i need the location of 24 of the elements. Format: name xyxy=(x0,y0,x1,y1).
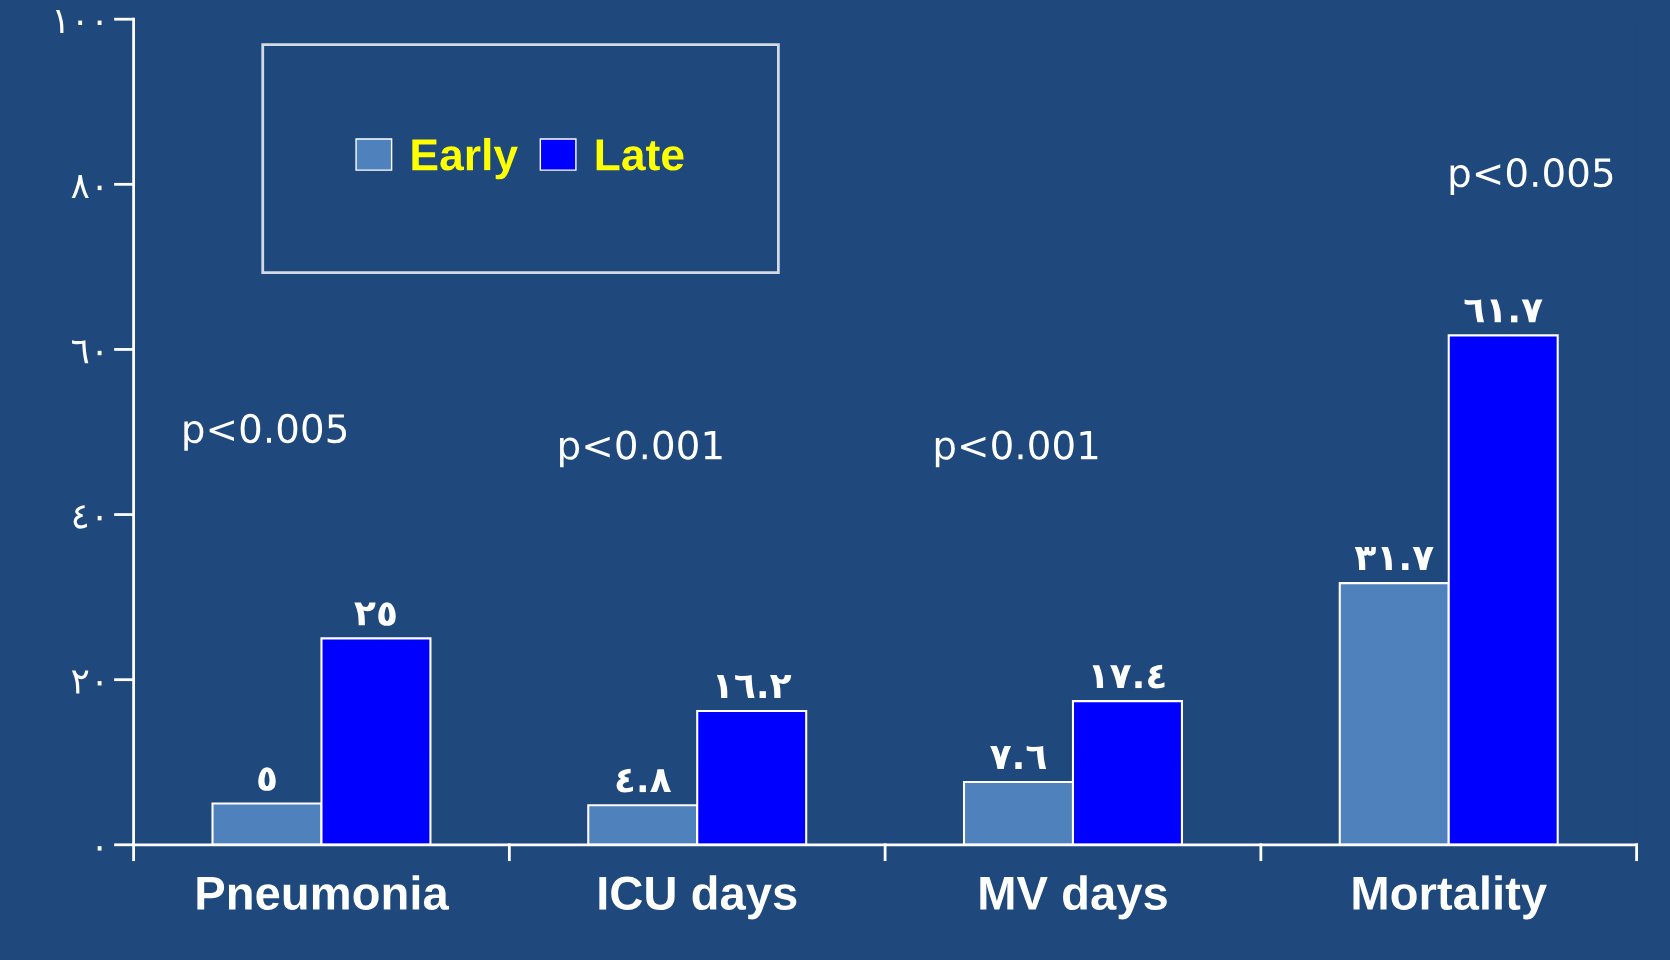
data-label: ٣١.٧ xyxy=(1354,547,1434,571)
y-tick-label: ٦٠ xyxy=(72,340,102,364)
legend-label: Early xyxy=(412,137,518,180)
annotation: p<0.001 xyxy=(560,430,722,468)
y-tick-label: ٨٠ xyxy=(71,175,102,199)
y-tick-label: ٢٠ xyxy=(71,670,102,694)
data-label: ١٧.٤ xyxy=(1092,664,1165,689)
legend-label: Late xyxy=(596,139,684,171)
y-tick-label: ٤٠ xyxy=(73,505,102,529)
data-label: ٥ xyxy=(258,767,276,791)
data-label: ٢٥ xyxy=(354,602,396,626)
annotation: p<0.005 xyxy=(1450,157,1613,195)
data-label: ٦١.٧ xyxy=(1464,299,1543,323)
y-tick-label: ٠ xyxy=(97,846,102,851)
data-label: ٧.٦ xyxy=(990,746,1047,769)
annotation: p<0.001 xyxy=(935,430,1098,468)
x-tick-label: MV days xyxy=(980,875,1167,920)
y-tick-label: ١٠٠ xyxy=(56,9,102,33)
data-label: ١٦.٢ xyxy=(716,675,792,698)
x-tick-label: Pneumonia xyxy=(197,875,450,911)
data-label: ٤.٨ xyxy=(616,768,672,793)
x-tick-label: ICU days xyxy=(599,875,797,920)
x-tick-label: Mortality xyxy=(1353,875,1547,920)
annotation: p<0.005 xyxy=(184,413,347,451)
